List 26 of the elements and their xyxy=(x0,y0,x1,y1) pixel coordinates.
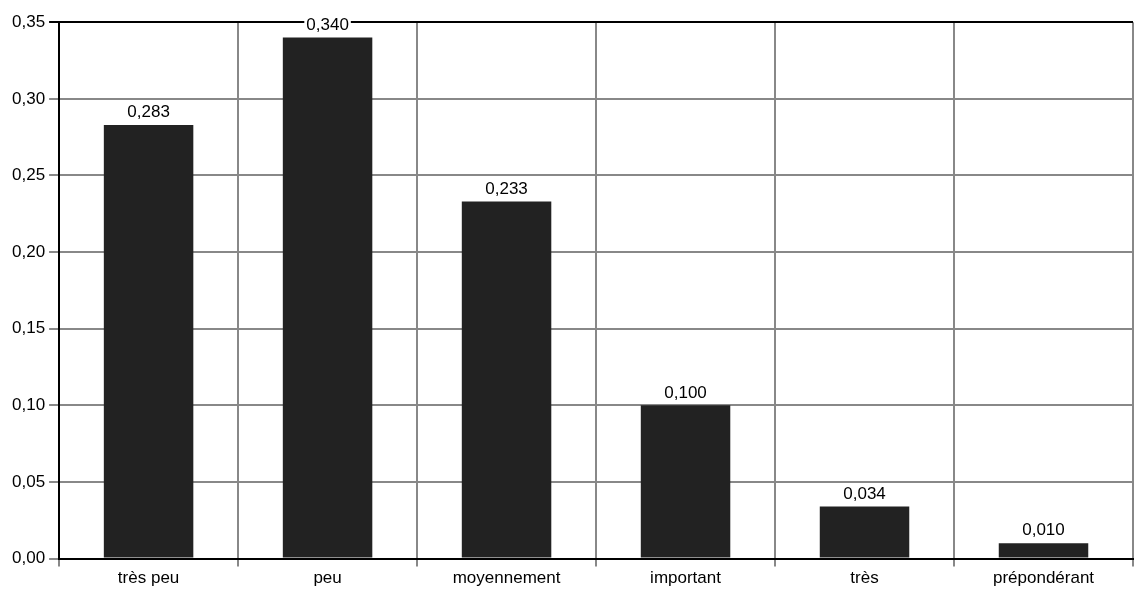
bar xyxy=(998,543,1089,558)
y-tick-label: 0,05 xyxy=(11,471,46,491)
y-tick-label: 0,25 xyxy=(11,165,46,185)
x-tick-label: très xyxy=(850,568,879,588)
y-tick-label: 0,30 xyxy=(11,88,46,108)
data-label: 0,100 xyxy=(664,382,707,402)
data-label: 0,233 xyxy=(485,178,528,198)
x-tick-label: moyennement xyxy=(452,568,561,588)
bar xyxy=(819,506,910,558)
y-tick-label: 0,15 xyxy=(11,318,46,338)
data-label: 0,010 xyxy=(1022,520,1065,540)
y-tick-label: 0,10 xyxy=(11,395,46,415)
bar xyxy=(282,37,373,558)
x-tick-label: très peu xyxy=(117,568,180,588)
x-tick-label: prépondérant xyxy=(992,568,1095,588)
y-tick-label: 0,00 xyxy=(11,548,46,568)
data-label: 0,034 xyxy=(843,483,886,503)
data-label: 0,283 xyxy=(127,102,170,122)
x-tick-label: important xyxy=(650,568,722,588)
y-tick-label: 0,35 xyxy=(11,11,46,31)
y-tick-label: 0,20 xyxy=(11,241,46,261)
x-tick-label: peu xyxy=(313,568,342,588)
bar xyxy=(461,201,552,558)
bar xyxy=(640,405,731,558)
data-label: 0,340 xyxy=(306,14,349,34)
bar xyxy=(103,124,194,558)
